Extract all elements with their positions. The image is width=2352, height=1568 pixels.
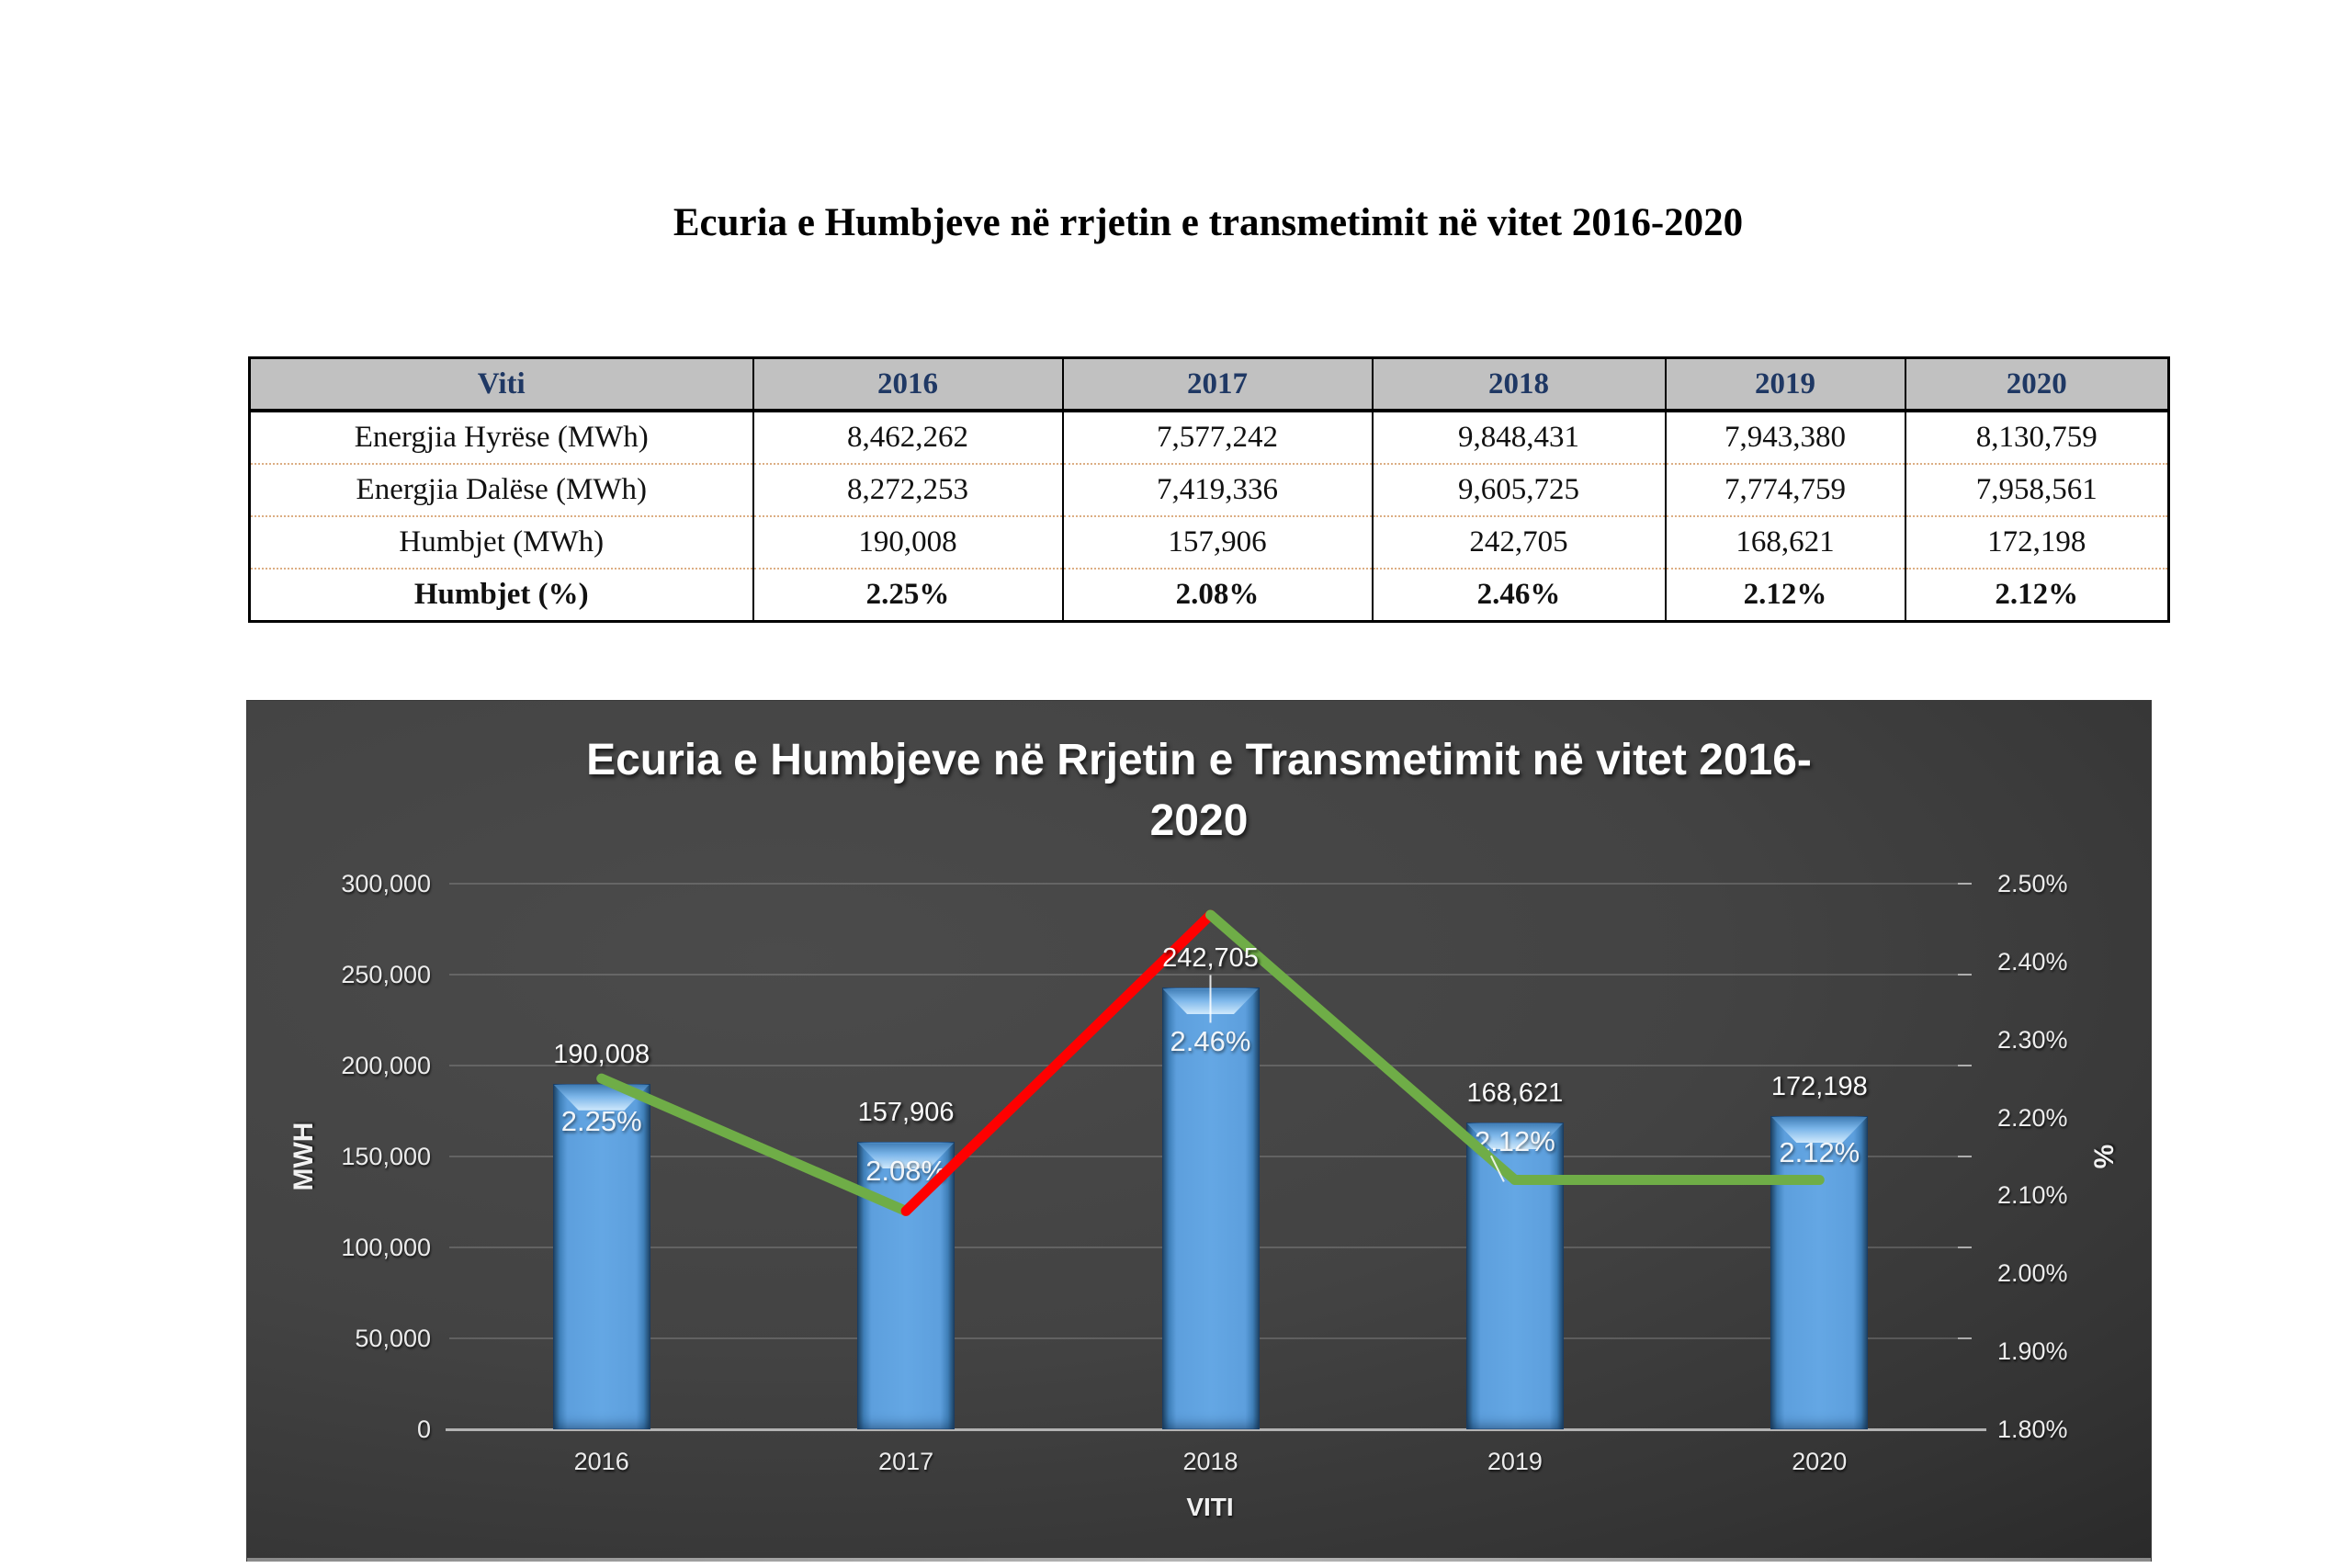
left-axis-tick-label: 100,000 <box>341 1234 431 1261</box>
left-axis-tick-label: 50,000 <box>355 1325 431 1352</box>
table-header-year: 2020 <box>1904 357 2169 412</box>
chart-title-line-2: 2020 <box>1149 796 1249 845</box>
table-cell: 2.25% <box>752 568 1063 622</box>
line-segment-2018-2019 <box>1205 909 1521 1185</box>
row-label: Humbjet (%) <box>249 568 753 622</box>
bar-2016 <box>552 1083 650 1429</box>
table-cell: 8,462,262 <box>752 411 1063 464</box>
table-row: Humbjet (%) 2.25% 2.08% 2.46% 2.12% 2.12% <box>249 568 2169 622</box>
table-cell: 8,272,253 <box>752 463 1063 516</box>
table-header-row: Viti 2016 2017 2018 2019 2020 <box>249 357 2169 412</box>
percent-label-2020: 2.12% <box>1779 1136 1860 1169</box>
chart-title-line-1: Ecuria e Humbjeve në Rrjetin e Transmeti… <box>586 736 1812 784</box>
table-header-year: 2016 <box>752 357 1063 412</box>
table-cell: 8,130,759 <box>1904 411 2169 464</box>
right-axis-tick <box>1958 974 1972 976</box>
bar-value-label-2018: 242,705 <box>1162 943 1259 974</box>
table-body: Energjia Hyrëse (MWh) 8,462,262 7,577,242 9… <box>249 411 2169 622</box>
x-axis-category-label: 2018 <box>1182 1448 1238 1475</box>
left-axis-tick-label: 0 <box>416 1416 431 1443</box>
right-axis-tick <box>1958 1156 1972 1157</box>
bar-2020 <box>1770 1116 1869 1429</box>
bar-value-label-2019: 168,621 <box>1466 1078 1564 1109</box>
row-label: Energjia Hyrëse (MWh) <box>354 421 649 454</box>
x-axis-title: VITI <box>1186 1493 1234 1521</box>
losses-table: Viti 2016 2017 2018 2019 2020 Energjia Hyrëse… <box>248 356 2170 623</box>
left-axis-tick-label: 300,000 <box>341 870 431 897</box>
right-axis-tick-label: 2.20% <box>1997 1103 2068 1132</box>
label-leader-line-2019 <box>1490 1155 1505 1182</box>
table-cell: 7,774,759 <box>1664 463 1905 516</box>
right-axis-tick-label: 2.10% <box>1997 1181 2068 1210</box>
table-cell: 2.46% <box>1371 568 1666 622</box>
chart: Ecuria e Humbjeve në Rrjetin e Transmeti… <box>246 700 2152 1562</box>
line-segment-2017-2018 <box>900 909 1216 1216</box>
x-axis-category-label: 2017 <box>878 1448 934 1475</box>
x-axis-category-label: 2020 <box>1792 1448 1848 1475</box>
table-header: Viti 2016 2017 2018 2019 2020 <box>249 357 2169 412</box>
gridline <box>449 883 1972 885</box>
table-cell: 242,705 <box>1371 515 1666 569</box>
table-header-viti: Viti <box>249 357 753 412</box>
table-cell: 7,958,561 <box>1904 463 2169 516</box>
table-cell: 7,419,336 <box>1061 463 1373 516</box>
table-cell: 7,577,242 <box>1061 411 1373 464</box>
right-axis-tick-label: 2.00% <box>1997 1259 2068 1288</box>
row-label: Energjia Dalëse (MWh) <box>249 463 753 516</box>
table-cell: 2.12% <box>1664 568 1905 622</box>
bar-value-label-2016: 190,008 <box>553 1039 650 1069</box>
left-axis-tick-label: 250,000 <box>341 961 431 988</box>
loss-percent-line <box>596 909 1825 1216</box>
right-axis-tick-label: 1.90% <box>1997 1337 2068 1366</box>
document-title: Ecuria e Humbjeve në rrjetin e transmeti… <box>673 201 1744 244</box>
table-cell: 168,621 <box>1664 515 1905 569</box>
percent-label-2018: 2.46% <box>1170 1025 1251 1058</box>
x-axis-category-label: 2016 <box>573 1448 629 1475</box>
gridline <box>449 974 1972 976</box>
table-header-year: 2018 <box>1371 357 1666 412</box>
bar-2017 <box>857 1142 956 1429</box>
table-cell: 190,008 <box>752 515 1063 569</box>
right-axis-tick <box>1958 883 1972 885</box>
line-segment-2016-2017 <box>596 1073 911 1216</box>
table-cell: 2.12% <box>1904 568 2169 622</box>
left-axis-tick-label: 200,000 <box>341 1052 431 1079</box>
percent-label-2016: 2.25% <box>560 1104 642 1137</box>
right-axis-tick-label: 2.40% <box>1997 947 2068 976</box>
table-cell: 2.08% <box>1061 568 1373 622</box>
table-header-year: 2019 <box>1664 357 1905 412</box>
left-axis-tick-label: 150,000 <box>341 1143 431 1170</box>
table-cell: 7,943,380 <box>1664 411 1905 464</box>
x-axis-category-label: 2019 <box>1487 1448 1543 1475</box>
table-header-year: 2017 <box>1061 357 1373 412</box>
table-cell: 172,198 <box>1904 515 2169 569</box>
chart-title: Ecuria e Humbjeve në Rrjetin e Transmeti… <box>247 730 2151 852</box>
bar-value-label-2017: 157,906 <box>857 1098 955 1128</box>
right-axis-tick <box>1958 1065 1972 1066</box>
right-axis-tick-label: 2.30% <box>1997 1025 2068 1054</box>
bar-value-label-2020: 172,198 <box>1770 1072 1868 1102</box>
table-row: Energjia Hyrëse (MWh) 8,462,262 7,577,242 9… <box>250 411 2169 464</box>
right-axis-tick-label: 2.50% <box>1997 870 2068 897</box>
table-cell: 9,605,725 <box>1371 463 1666 516</box>
x-axis-line <box>446 1428 1986 1431</box>
right-axis-tick <box>1958 1337 1972 1339</box>
table-row: Energjia Dalëse (MWh) 8,272,253 7,419,336 9… <box>249 463 2169 516</box>
bar-2018 <box>1161 987 1260 1429</box>
table-cell: 157,906 <box>1061 515 1373 569</box>
table-row: Humbjet (MWh) 190,008 157,906 242,705 168,62… <box>249 515 2169 569</box>
right-axis-tick-label: 1.80% <box>1997 1416 2068 1443</box>
table-cell: 9,848,431 <box>1371 411 1666 464</box>
right-axis-tick <box>1958 1247 1972 1248</box>
row-label: Humbjet (MWh) <box>249 515 753 569</box>
